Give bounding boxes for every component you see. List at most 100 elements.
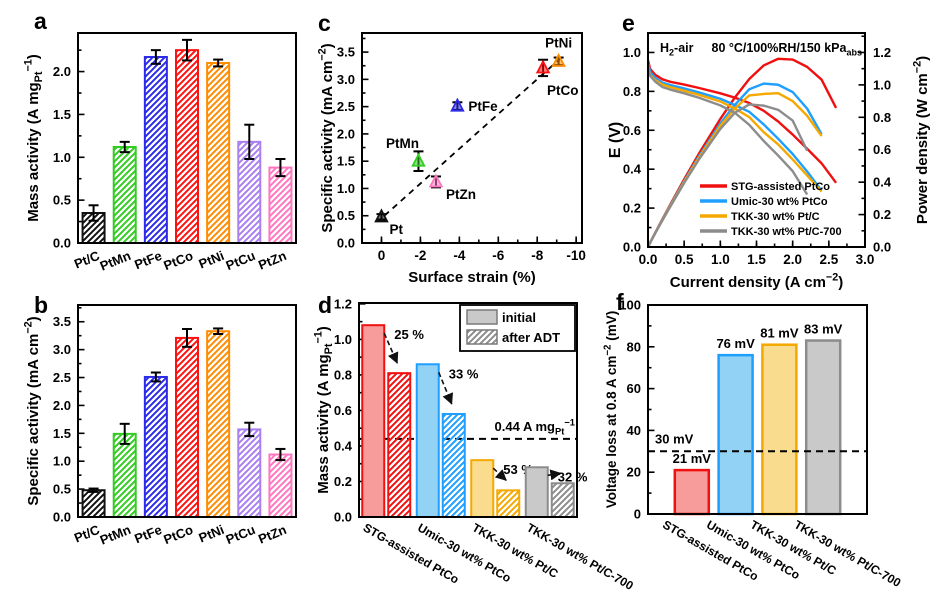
svg-text:-10: -10 — [566, 248, 586, 263]
svg-text:3.0: 3.0 — [53, 342, 71, 357]
panel-a-mass-activity-chart: 0.0 0.5 1.0 1.5 2.0 Mass activity (A mgPt−1) P… — [23, 32, 297, 274]
x-label-PtCu: PtCu — [224, 522, 258, 547]
x-label-PtMn: PtMn — [98, 248, 133, 274]
svg-text:0.0: 0.0 — [53, 236, 71, 251]
svg-text:-6: -6 — [492, 248, 504, 263]
svg-text:1.0: 1.0 — [337, 181, 355, 196]
point-PtMn — [411, 152, 426, 167]
svg-text:0.8: 0.8 — [334, 367, 352, 382]
point-label-PtNi: PtNi — [545, 35, 572, 50]
point-Pt — [374, 208, 389, 223]
svg-text:0.2: 0.2 — [334, 474, 352, 489]
x-label-PtFe: PtFe — [132, 522, 164, 546]
polarization-curve-TKK-30 wt% Pt/C — [646, 66, 823, 193]
reference-line-label: 30 mV — [655, 431, 694, 446]
y-axis-title: E (V) — [607, 122, 624, 158]
point-label-PtZn: PtZn — [446, 187, 476, 202]
plot-frame — [77, 304, 297, 518]
legend-swatch-after-adt — [466, 329, 498, 345]
loss-arrow — [492, 467, 507, 481]
bar-PtFe — [143, 375, 168, 519]
x-label-PtMn: PtMn — [98, 522, 133, 548]
svg-text:0.5: 0.5 — [337, 208, 355, 223]
bar-after-adt-TKK-30 wt% Pt/C-700 — [550, 482, 575, 518]
svg-text:2.0: 2.0 — [53, 64, 71, 79]
point-label-PtMn: PtMn — [386, 136, 419, 151]
point-PtZn — [428, 173, 444, 188]
x-label-PtZn: PtZn — [256, 248, 288, 273]
svg-text:3.0: 3.0 — [856, 252, 875, 267]
point-label-Pt: Pt — [389, 222, 403, 237]
y-axis-title: Specific activity (mA cm−2) — [317, 43, 336, 232]
y-axis-title: Specific activity (mA cm−2) — [23, 316, 42, 505]
bar-PtCu — [237, 428, 262, 518]
svg-text:0.6: 0.6 — [873, 142, 891, 157]
svg-text:0: 0 — [378, 248, 386, 263]
right-y-axis-title: Power density (W cm−2) — [912, 56, 931, 224]
panel-letter-b: b — [34, 292, 49, 318]
bar-initial-STG-assisted PtCo — [361, 324, 386, 518]
x-label-STG-assisted PtCo: STG-assisted PtCo — [361, 520, 462, 586]
x-label-PtCo: PtCo — [161, 522, 195, 547]
bar-initial-TKK-30 wt% Pt/C-700 — [524, 466, 549, 519]
svg-text:1.0: 1.0 — [334, 332, 352, 347]
loss-arrow — [383, 332, 399, 364]
bar-TKK-30 wt% Pt/C-700 — [804, 339, 842, 516]
svg-text:1.2: 1.2 — [334, 296, 352, 311]
svg-text:1.0: 1.0 — [711, 252, 730, 267]
svg-text:2.5: 2.5 — [337, 99, 355, 114]
x-axis-title: Surface strain (%) — [408, 269, 536, 286]
bar-after-adt-Umic-30 wt% PtCo — [441, 412, 466, 518]
annotation-h2-air: H2-air — [660, 41, 694, 58]
loss-arrow — [547, 469, 562, 481]
svg-text:3.0: 3.0 — [337, 72, 355, 87]
svg-text:1.5: 1.5 — [53, 426, 71, 441]
power-curve-TKK-30 wt% Pt/C — [646, 92, 823, 248]
panel-letter-a: a — [34, 8, 47, 34]
bar-PtCo — [175, 49, 199, 245]
value-label-Umic-30 wt% PtCo: 76 mV — [716, 336, 755, 351]
bar-Umic-30 wt% PtCo — [717, 353, 754, 516]
x-label-PtNi: PtNi — [197, 522, 227, 546]
bar-PtNi — [206, 62, 231, 244]
bar-STG-assisted PtCo — [673, 468, 711, 516]
bar-initial-TKK-30 wt% Pt/C — [470, 459, 495, 518]
plot-frame — [361, 32, 583, 244]
value-label-STG-assisted PtCo: 21 mV — [673, 451, 712, 466]
bar-PtCo — [175, 336, 199, 519]
svg-text:80: 80 — [627, 339, 641, 354]
x-axis-title: Current density (A cm−2) — [670, 272, 843, 291]
svg-text:-2: -2 — [414, 248, 426, 263]
svg-text:1.5: 1.5 — [337, 154, 355, 169]
x-label-Umic-30 wt% PtCo: Umic-30 wt% PtCo — [415, 520, 513, 585]
svg-text:1.0: 1.0 — [873, 77, 891, 92]
panel-letter-e: e — [622, 10, 635, 36]
bar-PtZn — [268, 453, 293, 519]
bar-PtMn — [112, 432, 137, 518]
svg-text:3.5: 3.5 — [337, 45, 355, 60]
y-axis-title: Mass activity (A mgPt−1) — [313, 326, 336, 494]
svg-text:2.0: 2.0 — [53, 398, 71, 413]
loss-label-Umic-30 wt% PtCo: 33 % — [449, 366, 479, 381]
svg-text:2.5: 2.5 — [53, 370, 71, 385]
svg-text:1.0: 1.0 — [623, 45, 641, 60]
legend-label-Umic-30 wt% PtCo: Umic-30 wt% PtCo — [731, 196, 828, 208]
svg-text:0.4: 0.4 — [623, 162, 642, 177]
svg-text:3.5: 3.5 — [53, 314, 71, 329]
svg-text:0.6: 0.6 — [623, 123, 641, 138]
svg-text:0.2: 0.2 — [873, 207, 891, 222]
svg-text:20: 20 — [627, 465, 641, 480]
panel-d-adt-durability-chart: 0.0 0.2 0.4 0.6 0.8 1.0 1.2 Mass activity (A mg… — [313, 296, 636, 590]
panel-e-polarization-chart: 0.0 0.2 0.4 0.6 0.8 1.0 0.0 0.2 0.4 0.6 0.8 1.0 1.2 0… — [607, 32, 931, 291]
panel-letter-f: f — [616, 289, 624, 315]
plot-frame — [77, 32, 297, 244]
legend-label-STG-assisted PtCo: STG-assisted PtCo — [731, 181, 830, 193]
legend-label-after-adt: after ADT — [502, 330, 560, 345]
svg-text:-4: -4 — [453, 248, 465, 263]
svg-text:0.8: 0.8 — [873, 110, 891, 125]
value-label-TKK-30 wt% Pt/C-700: 83 mV — [804, 322, 843, 337]
svg-text:1.2: 1.2 — [873, 45, 891, 60]
svg-text:0.2: 0.2 — [623, 201, 641, 216]
